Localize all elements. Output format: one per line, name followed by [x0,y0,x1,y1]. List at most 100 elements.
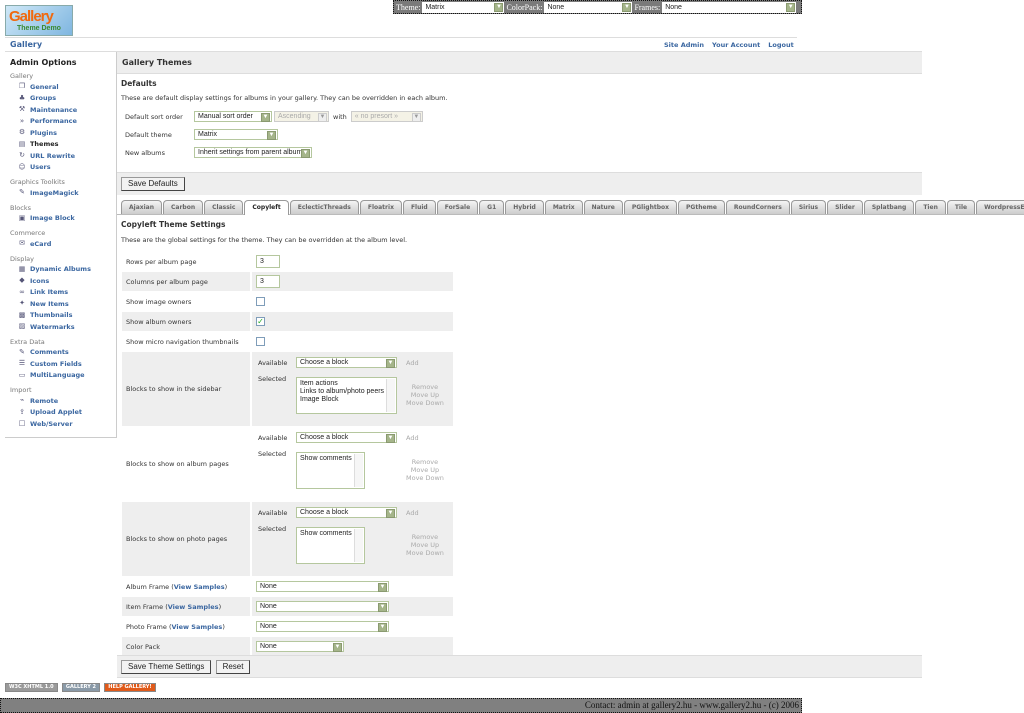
tab-slider[interactable]: Slider [827,200,863,214]
selected-blocks-list[interactable]: Item actions Links to album/photo peers Im… [296,377,397,414]
selected-blocks-list[interactable]: Show comments [296,452,365,489]
available-blocks-select[interactable]: Choose a block ▼ [296,432,397,443]
sidebar-item-imagemagick[interactable]: ✎ ImageMagick [5,187,116,199]
list-item[interactable]: Item actions [300,380,338,387]
album-frame-view-samples-link[interactable]: View Samples [173,582,225,591]
remove-block-button[interactable]: Remove [411,533,439,541]
item-frame-select[interactable]: None ▼ [256,601,389,612]
site-admin-link[interactable]: Site Admin [664,41,704,49]
tab-tile[interactable]: Tile [946,200,976,214]
move-up-button[interactable]: Move Up [410,541,440,549]
sidebar-item-dynamic-albums[interactable]: ▦ Dynamic Albums [5,264,116,276]
remove-block-button[interactable]: Remove [411,458,439,466]
sidebar-item-multilanguage[interactable]: ▭ MultiLanguage [5,370,116,382]
list-item[interactable]: Links to album/photo peers [300,388,385,395]
sort-order-select[interactable]: Manual sort order ▼ [194,111,272,122]
tab-forsale[interactable]: ForSale [436,200,479,214]
scrollbar[interactable] [386,379,395,412]
save-theme-settings-button[interactable]: Save Theme Settings [121,660,212,674]
sidebar-item-link-items[interactable]: ∞ Link Items [5,287,116,299]
image-owners-checkbox[interactable] [256,297,265,306]
sidebar-item-remote[interactable]: ⌁ Remote [5,395,116,407]
sidebar-item-new-items[interactable]: ✦ New Items [5,298,116,310]
sidebar-item-ecard[interactable]: ✉ eCard [5,238,116,250]
tab-pgtheme[interactable]: PGtheme [678,200,725,214]
tab-carbon[interactable]: Carbon [163,200,204,214]
tab-roundcorners[interactable]: RoundCorners [725,200,790,214]
sidebar-item-thumbnails[interactable]: ▩ Thumbnails [5,310,116,322]
gallery2-badge[interactable]: GALLERY 2 [61,683,101,692]
sidebar-item-url-rewrite[interactable]: ↻ URL Rewrite [5,150,116,162]
sidebar-item-custom-fields[interactable]: ☰ Custom Fields [5,358,116,370]
move-up-button[interactable]: Move Up [410,466,440,474]
colorpack-select[interactable]: None ▼ [544,1,633,13]
album-owners-checkbox[interactable]: ✓ [256,317,265,326]
save-defaults-button[interactable]: Save Defaults [121,177,185,191]
presort-select[interactable]: « no presort » ▼ [350,111,423,122]
tab-splatbang[interactable]: Splatbang [863,200,915,214]
list-item[interactable]: Show comments [300,455,352,462]
add-block-button[interactable]: Add [406,509,419,517]
scrollbar[interactable] [354,529,363,562]
tab-classic[interactable]: Classic [204,200,244,214]
sidebar-item-performance[interactable]: » Performance [5,116,116,128]
tab-copyleft[interactable]: Copyleft [244,200,289,215]
default-theme-select[interactable]: Matrix ▼ [194,129,278,140]
new-albums-select[interactable]: Inherit settings from parent album ▼ [194,147,312,158]
sidebar-item-plugins[interactable]: ⚙ Plugins [5,127,116,139]
tab-eclecticthreads[interactable]: EclecticThreads [289,200,359,214]
item-frame-view-samples-link[interactable]: View Samples [167,602,219,611]
tab-fluid[interactable]: Fluid [402,200,436,214]
sort-direction-select[interactable]: Ascending ▼ [274,111,329,122]
rows-input[interactable]: 3 [256,255,280,268]
photo-frame-view-samples-link[interactable]: View Samples [171,622,223,631]
scrollbar[interactable] [354,454,363,487]
album-frame-select[interactable]: None ▼ [256,581,389,592]
tab-matrix[interactable]: Matrix [544,200,583,214]
tab-wordpressembedded[interactable]: WordpressEmbedded [976,200,1024,214]
help-gallery-badge[interactable]: HELP GALLERY! [104,683,156,692]
sidebar-item-web-server[interactable]: □ Web/Server [5,418,116,430]
sidebar-item-icons[interactable]: ◆ Icons [5,275,116,287]
available-blocks-select[interactable]: Choose a block ▼ [296,507,397,518]
sidebar-item-upload-applet[interactable]: ⇪ Upload Applet [5,407,116,419]
tab-g1[interactable]: G1 [479,200,505,214]
theme-select[interactable]: Matrix ▼ [422,1,505,13]
sidebar-item-image-block[interactable]: ▣ Image Block [5,213,116,225]
add-block-button[interactable]: Add [406,434,419,442]
list-item[interactable]: Image Block [300,396,339,403]
list-item[interactable]: Show comments [300,530,352,537]
remove-block-button[interactable]: Remove [411,383,439,391]
sidebar-item-general[interactable]: ❐ General [5,81,116,93]
logout-link[interactable]: Logout [768,41,794,49]
gallery-logo[interactable]: Gallery Theme Demo [5,5,73,36]
tab-nature[interactable]: Nature [583,200,623,214]
tab-pglightbox[interactable]: PGlightbox [623,200,678,214]
frames-select[interactable]: None ▼ [662,1,797,13]
tab-sirius[interactable]: Sirius [790,200,827,214]
add-block-button[interactable]: Add [406,359,419,367]
move-up-button[interactable]: Move Up [410,391,440,399]
move-down-button[interactable]: Move Down [406,474,444,482]
color-pack-select[interactable]: None ▼ [256,641,344,652]
tab-hybrid[interactable]: Hybrid [505,200,544,214]
move-down-button[interactable]: Move Down [406,399,444,407]
photo-frame-select[interactable]: None ▼ [256,621,389,632]
sidebar-item-comments[interactable]: ✎ Comments [5,347,116,359]
move-down-button[interactable]: Move Down [406,549,444,557]
sidebar-item-watermarks[interactable]: ▨ Watermarks [5,321,116,333]
breadcrumb[interactable]: Gallery [10,40,43,49]
sidebar-item-users[interactable]: ☺ Users [5,162,116,174]
reset-button[interactable]: Reset [215,660,251,674]
tab-tien[interactable]: Tien [915,200,946,214]
sidebar-item-themes[interactable]: ▤ Themes [5,139,116,151]
sidebar-item-groups[interactable]: ♣ Groups [5,93,116,105]
xhtml-badge[interactable]: W3C XHTML 1.0 [5,683,58,692]
sidebar-item-maintenance[interactable]: ⚒ Maintenance [5,104,116,116]
tab-floatrix[interactable]: Floatrix [359,200,402,214]
selected-blocks-list[interactable]: Show comments [296,527,365,564]
your-account-link[interactable]: Your Account [712,41,761,49]
cols-input[interactable]: 3 [256,275,280,288]
available-blocks-select[interactable]: Choose a block ▼ [296,357,397,368]
micro-nav-checkbox[interactable] [256,337,265,346]
